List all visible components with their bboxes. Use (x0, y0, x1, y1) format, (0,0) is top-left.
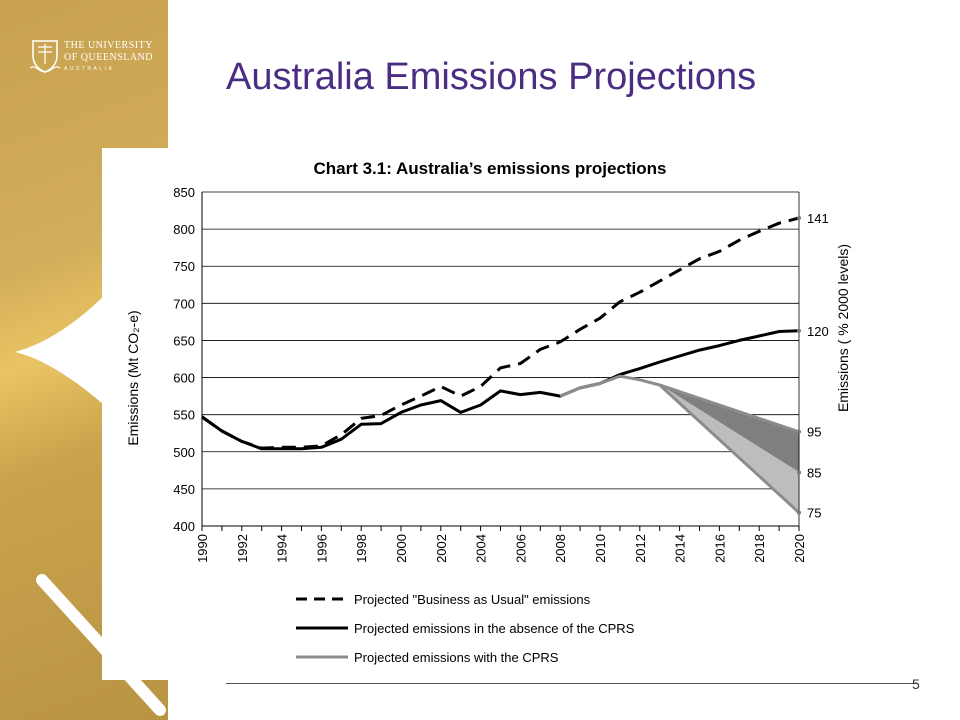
right-label: 120 (807, 324, 829, 339)
y-tick-label: 550 (173, 408, 195, 423)
y-axis-label: Emissions (Mt CO₂-e) (125, 310, 141, 445)
x-tick-label: 2004 (474, 534, 489, 563)
x-tick-label: 2000 (394, 534, 409, 563)
x-tick-label: 1992 (235, 534, 250, 563)
right-label: 75 (807, 506, 821, 521)
decorative-slash (36, 574, 166, 716)
right-label: 85 (807, 466, 821, 481)
y-tick-label: 700 (173, 296, 195, 311)
right-label-marker (797, 328, 801, 333)
page-number: 5 (912, 676, 920, 692)
y-tick-label: 500 (173, 445, 195, 460)
x-tick-label: 2018 (752, 534, 767, 563)
chart-container: Chart 3.1: Australia’s emissions project… (102, 148, 862, 680)
right-label-marker (797, 470, 801, 475)
chart-series (201, 216, 800, 451)
x-tick-label: 2016 (712, 534, 727, 563)
y2-axis-label: Emissions ( % 2000 levels) (835, 244, 851, 412)
x-tick-label: 2008 (553, 534, 568, 563)
cprs-fan-edge (659, 383, 800, 434)
right-label: 141 (807, 211, 829, 226)
footer-divider (226, 683, 918, 684)
x-tick-label: 2006 (513, 534, 528, 563)
right-label-marker (797, 429, 801, 434)
logo-line-3: AUSTRALIA (64, 66, 115, 72)
right-label-marker (797, 510, 801, 515)
x-tick-label: 1998 (354, 534, 369, 563)
chart-axes: 400 450 500 550 600 650 700 750 800 850 1990 1992 19… (173, 185, 807, 563)
chart-title: Chart 3.1: Australia’s emissions project… (313, 159, 666, 178)
series-line-1 (201, 216, 800, 450)
x-tick-label: 2014 (673, 534, 688, 563)
series-line-3 (559, 374, 661, 398)
crest-icon (30, 40, 60, 73)
x-tick-label: 2010 (593, 534, 608, 563)
x-tick-label: 1996 (314, 534, 329, 563)
chart-right-labels: 141 120 95 85 75 (797, 211, 829, 521)
x-tick-label: 2002 (434, 534, 449, 563)
y-tick-label: 750 (173, 259, 195, 274)
chart-grid (202, 191, 799, 527)
legend-label: Projected emissions in the absence of th… (354, 621, 635, 636)
page-title: Australia Emissions Projections (226, 56, 757, 98)
right-label-marker (797, 215, 801, 220)
x-tick-label: 2020 (792, 534, 807, 563)
x-tick-label: 1990 (195, 534, 210, 563)
right-label: 95 (807, 425, 821, 440)
logo-line-2: OF QUEENSLAND (64, 52, 153, 63)
y-tick-label: 400 (173, 519, 195, 534)
decorative-wedge (15, 290, 110, 410)
emissions-chart: Chart 3.1: Australia’s emissions project… (125, 159, 851, 665)
cprs-fan-edge (658, 383, 801, 514)
y-tick-label: 650 (173, 333, 195, 348)
cprs-fan (658, 383, 801, 514)
y-tick-label: 600 (173, 371, 195, 386)
y-tick-label: 850 (173, 185, 195, 200)
y-tick-label: 800 (173, 222, 195, 237)
y-tick-label: 450 (173, 482, 195, 497)
x-tick-label: 2012 (633, 534, 648, 563)
x-tick-label: 1994 (275, 534, 290, 563)
logo-line-1: THE UNIVERSITY (64, 40, 153, 51)
chart-legend: Projected "Business as Usual" emissions P… (296, 592, 635, 665)
series-line-2 (201, 329, 800, 451)
university-logo: THE UNIVERSITY OF QUEENSLAND AUSTRALIA (30, 38, 160, 78)
legend-label: Projected "Business as Usual" emissions (354, 592, 591, 607)
legend-label: Projected emissions with the CPRS (354, 650, 559, 665)
